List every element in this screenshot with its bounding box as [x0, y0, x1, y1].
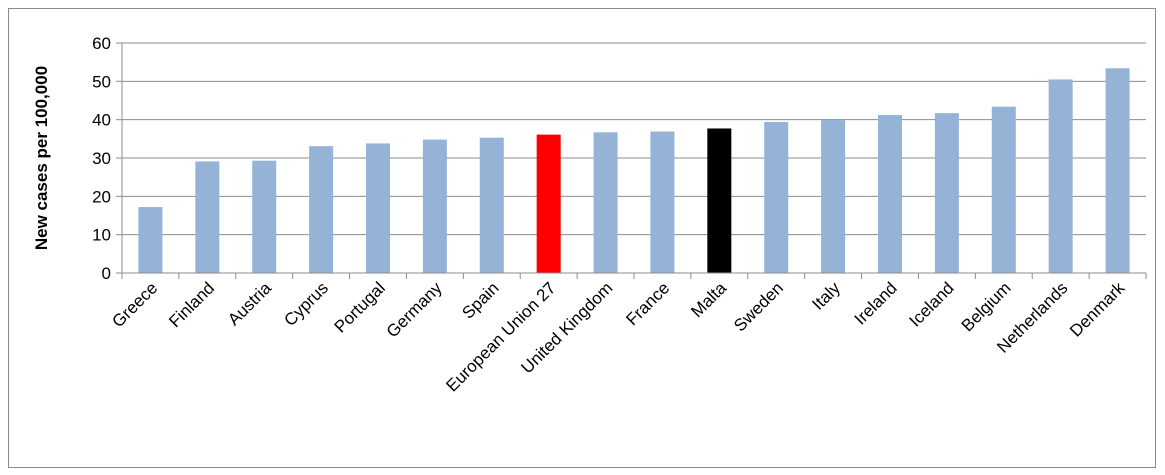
y-tick-label: 0 — [102, 264, 111, 283]
bar-belgium — [991, 106, 1016, 273]
x-tick-label: Austria — [224, 278, 275, 329]
y-tick-labels: 0 10 20 30 40 50 60 — [92, 34, 111, 283]
bar-italy — [821, 120, 846, 273]
bar-ireland — [878, 115, 902, 273]
y-axis-label: New cases per 100,000 — [32, 66, 51, 250]
x-tick-label: Greece — [108, 278, 161, 331]
x-tick-label: Italy — [808, 278, 844, 314]
bar-iceland — [934, 113, 959, 274]
x-tick-labels: Greece Finland Austria CyprusPortugalGerman… — [108, 278, 1128, 395]
y-tick-label: 30 — [92, 149, 111, 168]
y-tick-label: 10 — [92, 226, 111, 245]
x-tick-label: Portugal — [331, 278, 389, 336]
x-tick-label: Belgium — [958, 278, 1015, 335]
bar-france — [650, 131, 675, 273]
x-tick-label: Malta — [687, 278, 730, 321]
bar-denmark — [1105, 68, 1130, 273]
x-tick-label: France — [622, 278, 673, 329]
x-tick-label: Cyprus — [280, 278, 332, 330]
bar-sweden — [764, 121, 789, 273]
bar-spain — [479, 137, 504, 273]
y-tick-label: 60 — [92, 34, 111, 53]
x-tick-label: Spain — [458, 278, 502, 322]
y-tick-label: 20 — [92, 187, 111, 206]
bar-netherlands — [1048, 79, 1073, 274]
y-tick-label: 50 — [92, 72, 111, 91]
bar-malta — [707, 128, 732, 273]
x-tick-label: Denmark — [1066, 278, 1129, 341]
x-tick-label: Iceland — [906, 278, 958, 330]
bar-european-union-27 — [536, 134, 561, 273]
x-tick-label: Ireland — [851, 278, 901, 328]
bar-germany — [422, 139, 447, 273]
axes — [121, 43, 1147, 279]
y-tick-label: 40 — [92, 111, 111, 130]
bar-cyprus — [309, 146, 334, 273]
bar-austria — [252, 160, 277, 273]
gridlines — [116, 42, 1146, 274]
bars — [138, 68, 1130, 274]
x-tick-label: European Union 27 — [442, 278, 559, 395]
bar-portugal — [366, 143, 390, 273]
bar-finland — [195, 161, 220, 273]
x-tick-label: Germany — [383, 278, 446, 341]
bar-greece — [138, 207, 163, 273]
x-tick-label: Sweden — [730, 278, 787, 335]
bar-united-kingdom — [593, 132, 618, 273]
x-tick-label: Finland — [165, 278, 218, 331]
